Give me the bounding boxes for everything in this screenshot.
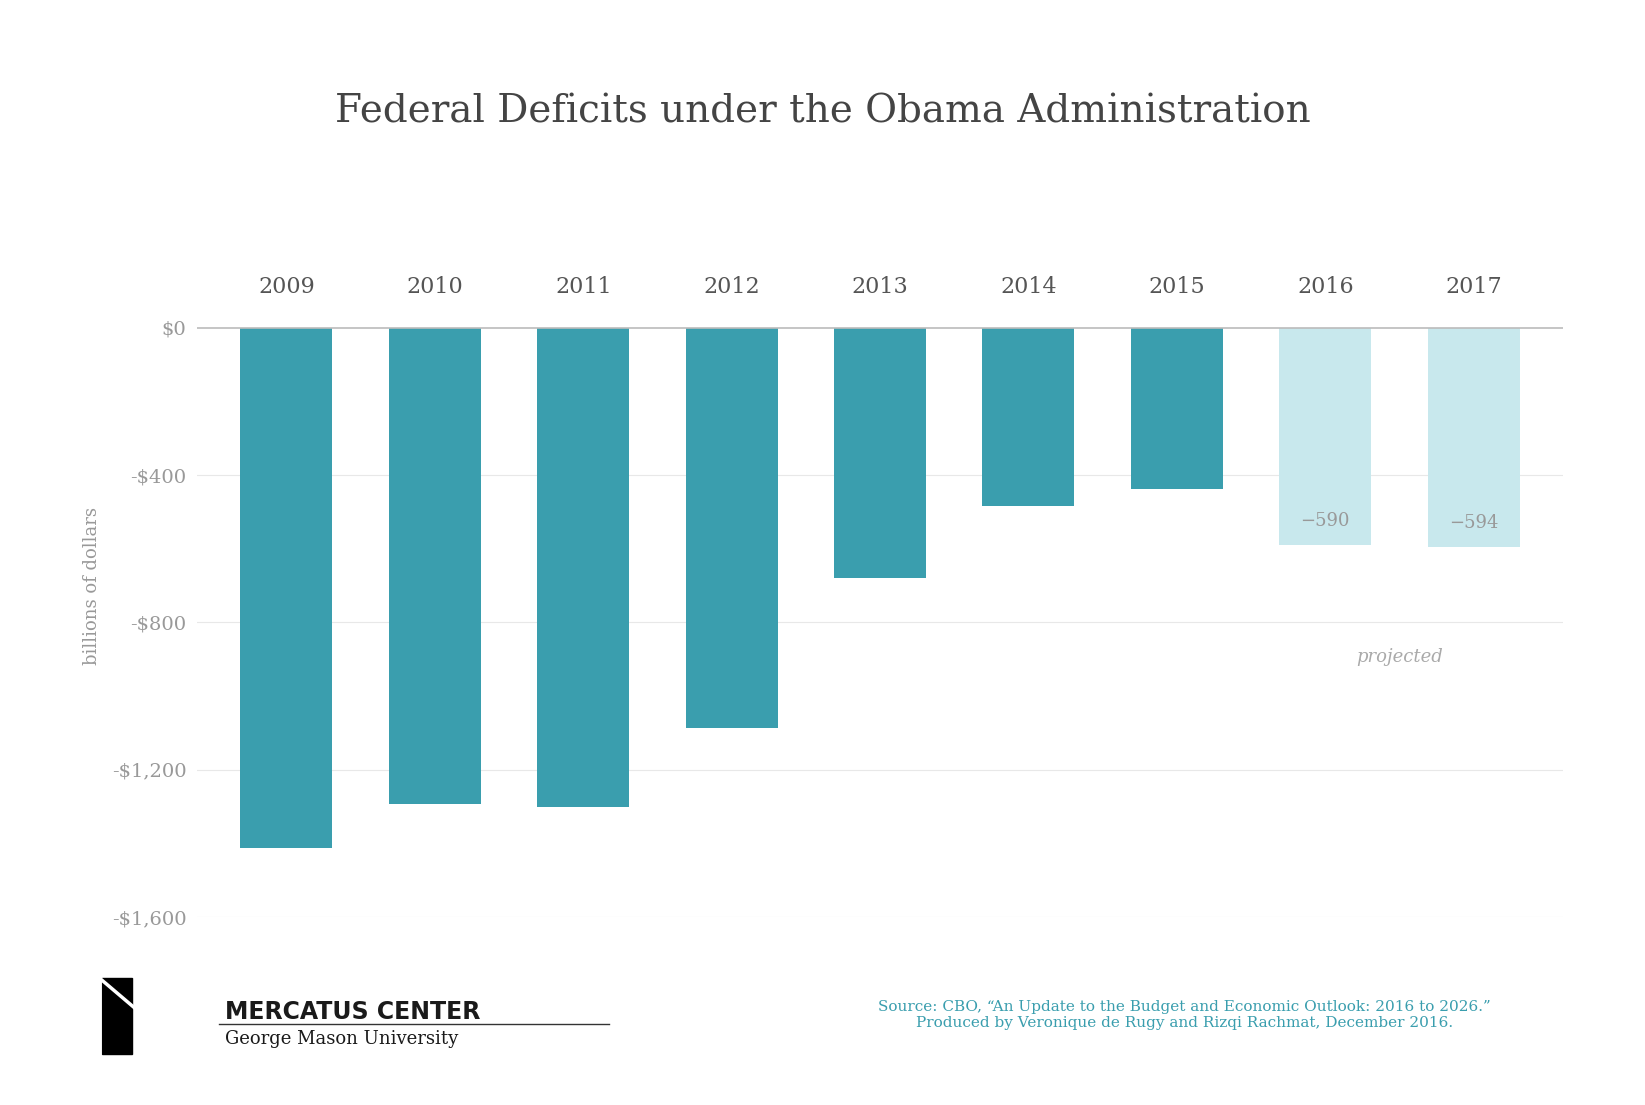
- Bar: [982, 328, 1074, 506]
- Bar: [240, 328, 332, 849]
- Text: Source: CBO, “An Update to the Budget and Economic Outlook: 2016 to 2026.”
Produ: Source: CBO, “An Update to the Budget an…: [878, 1000, 1490, 1030]
- Polygon shape: [102, 979, 132, 1054]
- Bar: [834, 328, 926, 578]
- Bar: [1428, 328, 1520, 547]
- Text: George Mason University: George Mason University: [225, 1030, 459, 1048]
- Bar: [388, 328, 480, 804]
- Bar: [538, 328, 630, 807]
- Polygon shape: [102, 979, 132, 1054]
- Text: −1,087: −1,087: [697, 695, 765, 714]
- Text: −1,413: −1,413: [253, 815, 319, 833]
- Bar: [1280, 328, 1372, 545]
- Text: 2014: 2014: [1000, 276, 1056, 298]
- Text: 2010: 2010: [406, 276, 464, 298]
- Text: 2017: 2017: [1446, 276, 1502, 298]
- Text: projected: projected: [1355, 649, 1443, 666]
- Text: MERCATUS CENTER: MERCATUS CENTER: [225, 1000, 480, 1024]
- Text: 2015: 2015: [1148, 276, 1206, 298]
- Text: Federal Deficits under the Obama Administration: Federal Deficits under the Obama Adminis…: [334, 94, 1311, 130]
- Text: 2013: 2013: [852, 276, 908, 298]
- Text: −1,300: −1,300: [549, 774, 617, 792]
- Text: 2012: 2012: [704, 276, 760, 298]
- Bar: [686, 328, 778, 728]
- Text: −1,294: −1,294: [401, 771, 469, 790]
- Text: 2011: 2011: [554, 276, 612, 298]
- Text: −590: −590: [1301, 513, 1351, 530]
- Text: −594: −594: [1449, 514, 1499, 532]
- Text: −485: −485: [1003, 474, 1053, 492]
- Text: −680: −680: [855, 546, 905, 564]
- Text: −438: −438: [1152, 456, 1201, 474]
- Bar: [1130, 328, 1222, 490]
- Text: 2016: 2016: [1296, 276, 1354, 298]
- Text: 2009: 2009: [258, 276, 314, 298]
- Y-axis label: billions of dollars: billions of dollars: [82, 507, 100, 664]
